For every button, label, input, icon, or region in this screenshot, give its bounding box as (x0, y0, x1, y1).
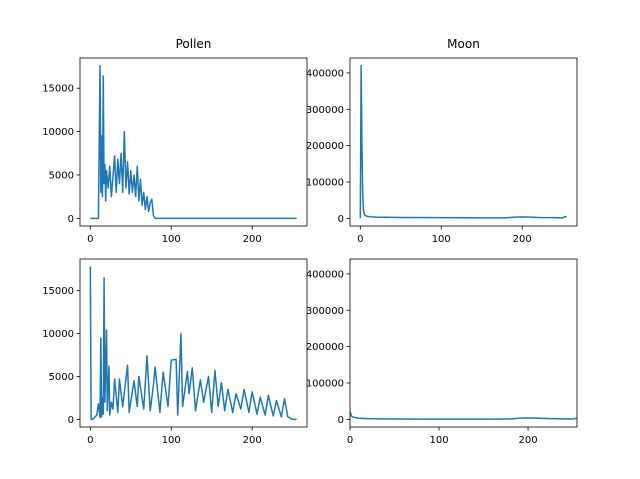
x-tick-label: 100 (432, 234, 451, 245)
x-tick-label: 0 (347, 435, 353, 446)
axes-frame (79, 57, 308, 227)
x-tick-label: 0 (357, 234, 363, 245)
y-tick-label: 0 (68, 415, 74, 426)
x-tick-label: 100 (162, 234, 181, 245)
y-tick-label: 10000 (42, 329, 74, 340)
data-line (90, 64, 297, 220)
y-tick-label: 5000 (49, 372, 74, 383)
y-tick-label: 300000 (306, 306, 344, 317)
x-tick-label: 100 (429, 435, 448, 446)
x-tick-label: 200 (513, 234, 532, 245)
x-tick-label: 0 (87, 435, 93, 446)
y-tick-label: 200000 (306, 141, 344, 152)
x-tick-label: 200 (243, 435, 262, 446)
axes-frame (349, 57, 578, 227)
axes-title: Moon (447, 37, 480, 51)
data-line (359, 64, 567, 219)
y-tick-label: 5000 (49, 170, 74, 181)
y-tick-label: 0 (338, 214, 344, 225)
y-tick-label: 200000 (306, 342, 344, 353)
y-tick-label: 100000 (306, 178, 344, 189)
y-tick-label: 15000 (42, 84, 74, 95)
axes-frame (79, 258, 308, 428)
x-tick-label: 200 (243, 234, 262, 245)
x-tick-label: 0 (87, 234, 93, 245)
y-tick-label: 15000 (42, 286, 74, 297)
y-tick-label: 400000 (306, 269, 344, 280)
data-line (89, 266, 297, 421)
y-tick-label: 0 (338, 415, 344, 426)
data-line (350, 411, 577, 420)
y-tick-label: 0 (68, 214, 74, 225)
x-tick-label: 200 (518, 435, 537, 446)
axes-frame (349, 258, 578, 428)
y-tick-label: 100000 (306, 379, 344, 390)
y-tick-label: 10000 (42, 127, 74, 138)
x-tick-label: 100 (162, 435, 181, 446)
axes-title: Pollen (176, 37, 212, 51)
y-tick-label: 300000 (306, 105, 344, 116)
y-tick-label: 400000 (306, 68, 344, 79)
